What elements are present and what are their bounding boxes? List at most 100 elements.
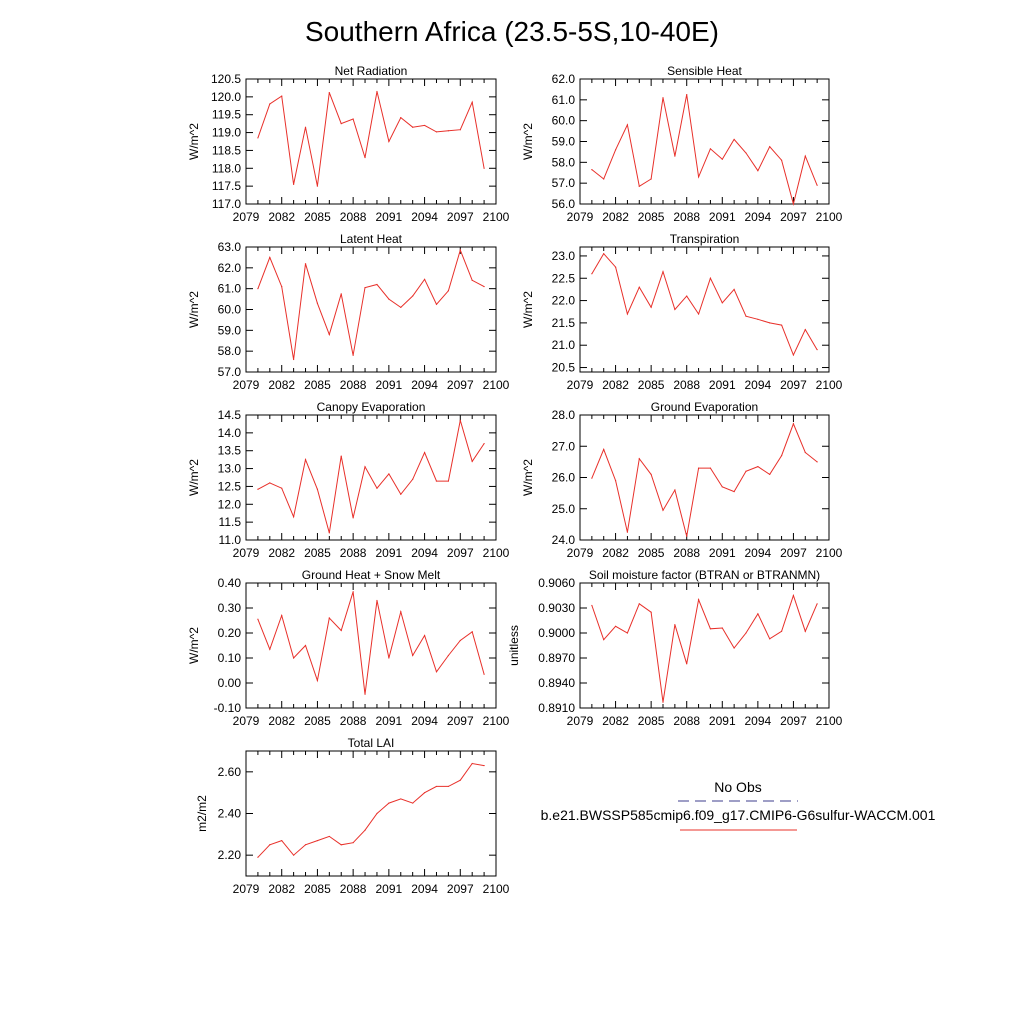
data-point [400,306,402,309]
panel: Transpiration W/m^2 2079 2082 2085 2088 2091 20… [521,232,843,392]
data-point [674,308,676,311]
panel: Net Radiation W/m^2 2079 2082 2085 2088 2091 20… [187,64,510,224]
data-point [340,844,342,846]
x-tick-label: 2088 [673,210,700,224]
data-point [412,654,414,657]
data-point [745,632,747,634]
data-point [626,124,629,126]
y-tick-label: 56.0 [552,197,576,211]
data-point [412,478,414,480]
data-point [400,798,402,800]
data-point [293,358,295,361]
y-tick-label: 62.0 [218,261,242,275]
x-tick-label: 2085 [638,714,665,728]
y-tick-label: 61.0 [552,93,576,107]
data-point [352,517,354,519]
y-tick-label: 61.0 [218,282,242,296]
data-point [721,627,723,629]
y-axis-label: W/m^2 [521,123,535,160]
data-point [447,290,449,292]
data-point [269,844,271,846]
panel: Canopy Evaporation W/m^2 2079 2082 2085 2088 2… [187,400,510,560]
y-tick-label: 21.5 [552,316,576,330]
panel-title: Sensible Heat [667,64,742,78]
panel-title: Latent Heat [340,232,403,246]
x-tick-label: 2091 [709,714,736,728]
y-tick-label: 26.0 [552,471,576,485]
x-tick-label: 2085 [304,882,331,896]
data-point [388,473,390,475]
x-tick-label: 2094 [745,378,772,392]
data-point [459,779,461,781]
data-point [376,812,378,815]
y-tick-label: 119.0 [212,126,241,140]
y-tick-label: 11.0 [219,533,242,547]
data-point [804,155,806,157]
data-point [388,298,390,300]
x-tick-label: 2088 [340,210,367,224]
data-point [745,315,747,317]
data-point [780,324,783,326]
y-tick-label: 28.0 [552,408,576,422]
data-point [757,465,759,468]
data-point [304,459,307,461]
x-tick-label: 2100 [816,378,843,392]
data-point [603,178,605,180]
data-point [816,184,818,186]
data-point [471,631,473,633]
data-point [709,628,712,630]
x-tick-label: 2079 [233,210,260,224]
y-tick-label: 21.0 [552,338,576,352]
data-point [626,313,629,315]
plot-frame [245,414,497,541]
data-point [412,802,414,804]
x-tick-label: 2082 [602,210,629,224]
data-point [316,185,319,187]
series-line [257,420,485,534]
x-tick-label: 2100 [483,546,510,560]
data-point [697,599,700,601]
x-tick-label: 2085 [304,714,331,728]
x-tick-label: 2094 [411,714,438,728]
y-tick-label: 11.5 [219,515,242,529]
data-point [376,90,378,93]
data-point [638,603,640,605]
data-point [304,644,307,647]
data-point [471,101,473,103]
y-tick-label: 0.9060 [538,576,575,590]
x-tick-label: 2079 [567,210,594,224]
legend-label-obs: No Obs [714,779,761,795]
data-point [662,701,664,703]
data-point [376,487,378,489]
data-point [591,604,593,607]
x-tick-label: 2088 [673,546,700,560]
figure-title: Southern Africa (23.5-5S,10-40E) [305,16,719,47]
data-point [709,277,712,279]
data-point [412,295,414,297]
x-tick-label: 2091 [376,378,403,392]
y-tick-label: 0.20 [218,626,242,640]
data-point [364,466,366,468]
data-point [638,185,640,187]
y-tick-label: 117.5 [212,179,241,193]
panel-title: Soil moisture factor (BTRAN or BTRANMN) [589,568,820,582]
legend-label-model: b.e21.BWSSP585cmip6.f09_g17.CMIP6-G6sulf… [541,807,936,823]
data-point [757,318,759,320]
data-point [638,286,640,288]
data-point [340,629,342,632]
series-line [591,252,818,357]
x-tick-label: 2082 [268,210,295,224]
y-tick-label: 0.8910 [538,701,575,715]
data-point [674,489,676,491]
x-tick-label: 2085 [638,546,665,560]
y-tick-label: 23.0 [552,249,576,263]
x-tick-label: 2094 [745,546,772,560]
y-tick-label: 0.30 [218,601,242,615]
data-point [423,792,426,794]
x-tick-label: 2085 [304,546,331,560]
panel-title: Total LAI [348,736,395,750]
x-tick-label: 2088 [673,378,700,392]
data-point [281,839,283,842]
y-tick-label: 0.40 [218,576,242,590]
